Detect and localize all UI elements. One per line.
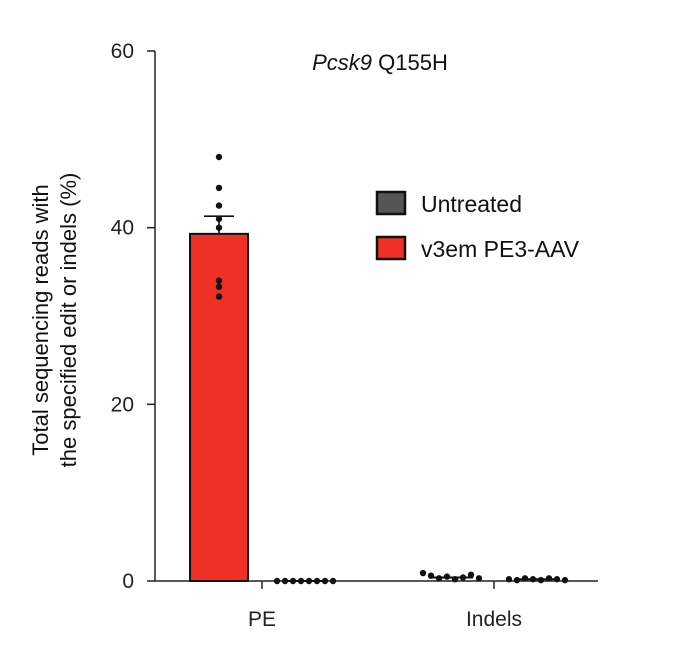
y-tick-label: 60: [111, 40, 134, 63]
data-point: [553, 576, 561, 583]
axes: 0 20 40 60: [111, 40, 598, 593]
y-axis-label-line1: Total sequencing reads with: [28, 184, 53, 456]
y-tick-label: 40: [111, 217, 134, 240]
data-point: [281, 577, 289, 585]
data-point: [561, 576, 569, 584]
data-point: [215, 293, 223, 300]
legend-label: v3em PE3-AAV: [421, 236, 580, 262]
data-point: [545, 575, 553, 582]
data-point: [215, 283, 223, 291]
data-point: [443, 573, 451, 580]
data-point: [273, 577, 281, 585]
y-tick-label: 0: [122, 570, 134, 593]
data-point: [215, 153, 223, 161]
data-point: [419, 569, 427, 577]
data-point: [329, 577, 337, 585]
data-point: [467, 571, 475, 579]
data-point: [459, 574, 467, 581]
data-point: [215, 277, 223, 284]
data-point: [427, 572, 435, 579]
y-tick-label: 20: [111, 393, 134, 416]
data-point: [289, 577, 297, 585]
data-point: [537, 576, 545, 584]
data-point: [451, 576, 459, 583]
data-point: [215, 202, 223, 209]
data-point: [529, 576, 537, 583]
legend-swatch: [375, 190, 407, 216]
legend-swatch: [375, 235, 407, 261]
x-tick-label-indels: Indels: [466, 608, 522, 631]
legend: Untreated v3em PE3-AAV: [375, 190, 580, 262]
data-point: [297, 577, 305, 585]
bars: [189, 232, 559, 582]
data-point: [305, 577, 313, 585]
data-point: [435, 575, 443, 582]
data-point: [505, 576, 513, 583]
data-points: [215, 153, 569, 585]
y-axis-label: Total sequencing reads with the specifie…: [28, 173, 81, 468]
x-tick-label-pe: PE: [248, 608, 276, 631]
data-point: [321, 577, 329, 585]
data-point: [513, 576, 521, 584]
bar: [189, 232, 249, 582]
y-axis-label-line2: the specified edit or indels (%): [56, 173, 81, 468]
data-point: [313, 577, 321, 585]
title-mutation: Q155H: [372, 50, 448, 75]
data-point: [475, 575, 483, 582]
legend-label: Untreated: [421, 191, 522, 217]
title-gene: Pcsk9: [312, 50, 372, 75]
data-point: [215, 184, 223, 192]
chart-title: Pcsk9 Q155H: [312, 50, 448, 75]
error-bars: [204, 215, 234, 234]
x-tick-labels: PE Indels: [248, 608, 522, 631]
data-point: [521, 575, 529, 582]
